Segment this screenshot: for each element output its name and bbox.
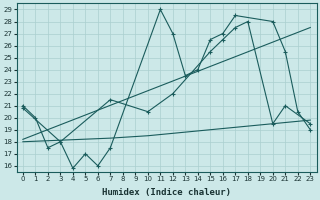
- X-axis label: Humidex (Indice chaleur): Humidex (Indice chaleur): [102, 188, 231, 197]
